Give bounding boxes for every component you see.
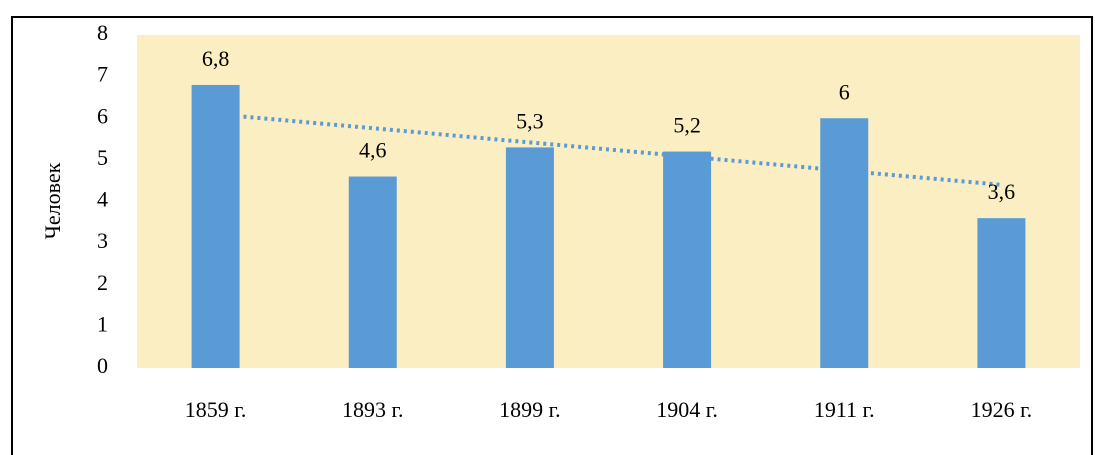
x-tick-label: 1904 г.	[656, 397, 718, 422]
bar	[820, 118, 869, 368]
x-tick-label: 1859 г.	[185, 397, 247, 422]
y-tick-label: 0	[97, 353, 108, 378]
x-tick-label: 1899 г.	[499, 397, 561, 422]
y-tick-label: 2	[97, 270, 108, 295]
x-tick-label: 1911 г.	[814, 397, 875, 422]
y-tick-label: 3	[97, 228, 108, 253]
y-tick-label: 8	[97, 20, 108, 45]
y-tick-label: 1	[97, 311, 108, 336]
y-axis-label: Человек	[40, 162, 65, 239]
y-tick-label: 6	[97, 103, 108, 128]
data-label: 5,2	[673, 113, 701, 138]
bar	[663, 151, 712, 368]
x-tick-label: 1926 г.	[971, 397, 1033, 422]
plot-area	[137, 35, 1080, 368]
data-label: 6,8	[202, 46, 230, 71]
bar	[505, 147, 554, 368]
data-label: 6	[839, 79, 850, 104]
data-label: 4,6	[359, 138, 387, 163]
trendline	[215, 112, 1002, 187]
bar	[191, 84, 240, 368]
x-tick-label: 1893 г.	[342, 397, 404, 422]
y-tick-label: 5	[97, 145, 108, 170]
y-tick-label: 7	[97, 62, 108, 87]
data-label: 3,6	[988, 179, 1016, 204]
y-tick-label: 4	[97, 187, 108, 212]
data-label: 5,3	[516, 108, 544, 133]
bar	[977, 218, 1026, 368]
bar	[348, 176, 397, 368]
